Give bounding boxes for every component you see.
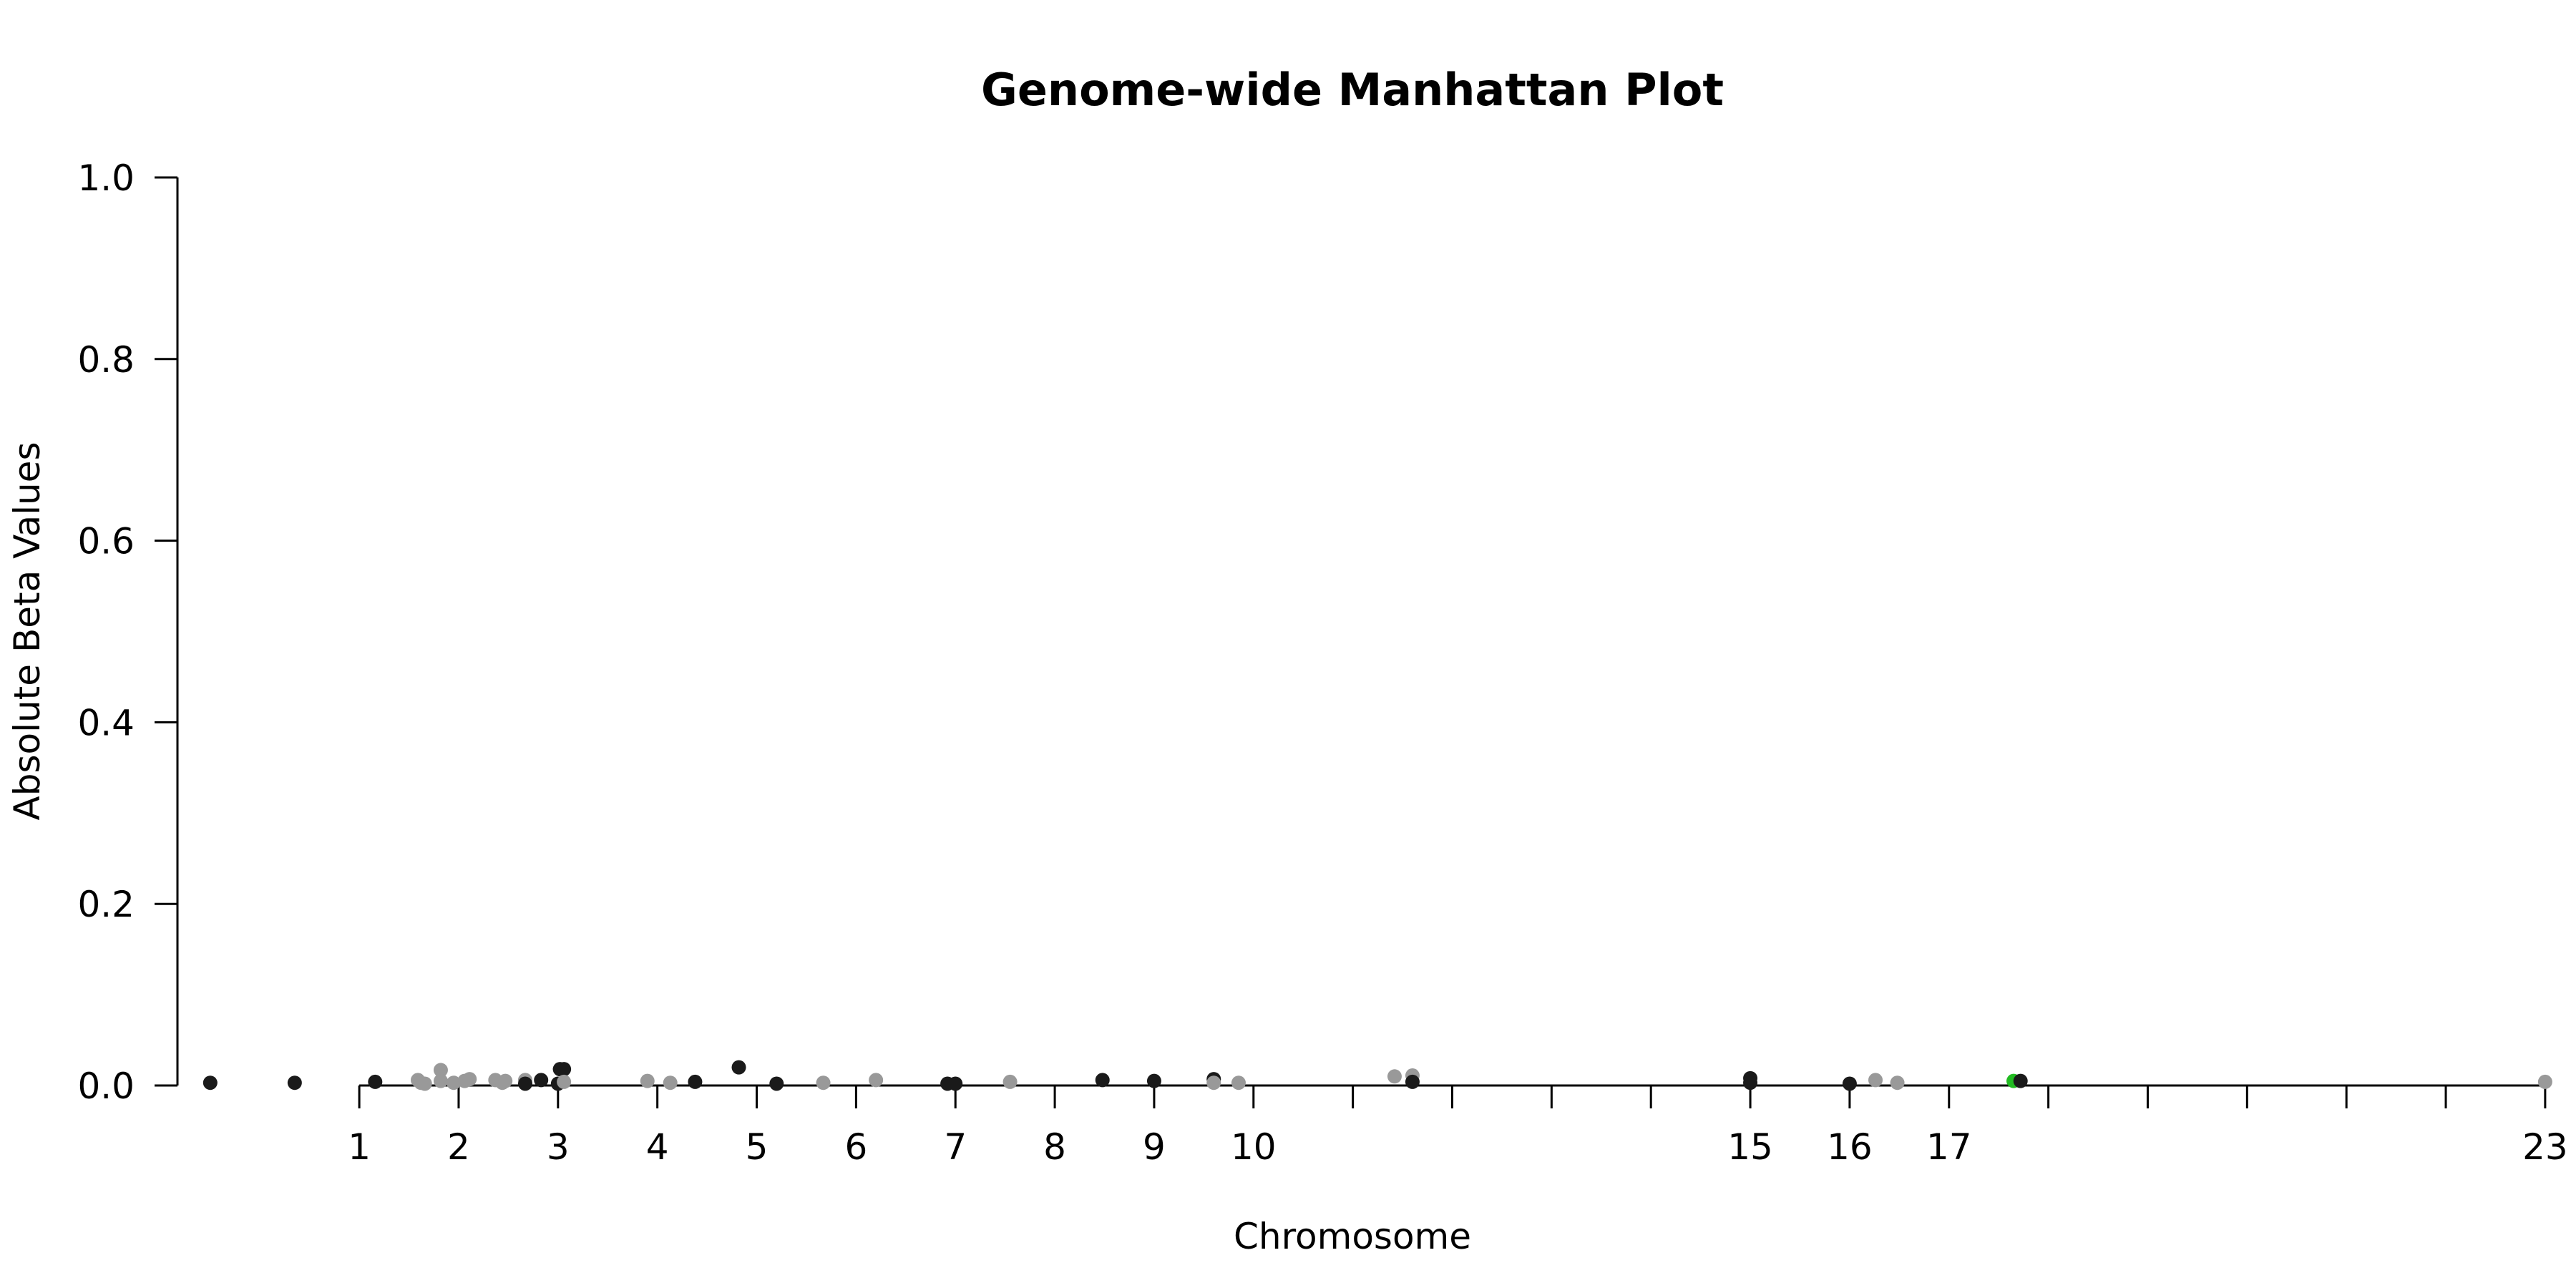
x-tick-label: 16 [1827,1126,1873,1168]
x-tick-label: 7 [944,1126,967,1168]
data-point [417,1076,432,1091]
data-point [1890,1075,1905,1091]
data-point [1231,1075,1246,1091]
x-axis: 1 2 3 4 5 6 7 8 9 10 15 16 17 23 [348,1084,2568,1168]
x-tick-label: 8 [1043,1126,1066,1168]
data-point [1842,1076,1857,1091]
data-point [1095,1073,1110,1088]
x-tick-label: 2 [447,1126,470,1168]
data-point [769,1076,784,1091]
data-point [557,1062,572,1077]
y-tick-label: 0.4 [77,702,135,743]
data-point [731,1060,746,1075]
data-point [640,1073,655,1088]
data-point [447,1075,462,1091]
data-point [816,1075,831,1091]
y-axis-label: Absolute Beta Values [6,442,48,821]
data-point [517,1076,532,1091]
data-point [534,1073,549,1088]
y-axis: 0.0 0.2 0.4 0.6 0.8 1.0 [77,157,179,1107]
x-tick-label: 3 [547,1126,570,1168]
data-point [2013,1073,2028,1088]
data-point [1002,1074,1018,1089]
x-tick-label: 4 [646,1126,669,1168]
data-point [663,1075,678,1091]
data-point [1387,1069,1402,1084]
data-point [203,1075,218,1091]
data-point [498,1073,513,1088]
data-point [433,1063,448,1078]
data-point [1743,1075,1758,1091]
data-point [1146,1073,1161,1088]
data-point [462,1072,477,1087]
data-point [1868,1073,1883,1088]
x-tick-label: 10 [1231,1126,1277,1168]
data-point [1405,1074,1420,1089]
x-tick-label: 1 [348,1126,371,1168]
y-tick-label: 0.6 [77,521,135,562]
data-point [2537,1074,2552,1089]
data-point [287,1075,302,1091]
data-point [1206,1075,1221,1091]
x-axis-label: Chromosome [1234,1216,1471,1257]
data-point [433,1073,448,1088]
y-tick-label: 1.0 [77,157,135,199]
x-tick-label: 17 [1926,1126,1972,1168]
x-tick-label: 23 [2522,1126,2568,1168]
x-tick-label: 6 [844,1126,867,1168]
data-point [368,1074,383,1089]
data-point [869,1073,884,1088]
data-point [948,1076,963,1091]
data-points [203,1060,2552,1091]
chart-title: Genome-wide Manhattan Plot [981,64,1724,116]
y-tick-label: 0.2 [77,884,135,925]
y-tick-label: 0.8 [77,339,135,381]
x-tick-label: 5 [746,1126,769,1168]
data-point [557,1074,572,1089]
y-tick-label: 0.0 [77,1065,135,1107]
x-tick-label: 9 [1143,1126,1166,1168]
x-tick-label: 15 [1727,1126,1773,1168]
data-point [688,1074,703,1089]
